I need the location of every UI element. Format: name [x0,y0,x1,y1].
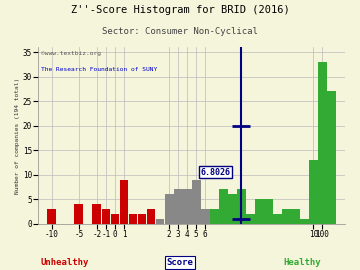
Bar [291,209,300,224]
Bar [93,204,101,224]
Bar [48,209,56,224]
Bar [237,189,246,224]
Bar [282,209,291,224]
Bar [138,214,147,224]
Bar [102,209,111,224]
Text: Score: Score [167,258,193,267]
Bar [273,214,282,224]
Text: Healthy: Healthy [284,258,321,267]
Bar [300,219,309,224]
Bar [201,209,210,224]
Bar [318,62,327,224]
Bar [219,189,228,224]
Text: The Research Foundation of SUNY: The Research Foundation of SUNY [41,67,158,72]
Bar [327,92,336,224]
Bar [255,199,264,224]
Bar [174,189,183,224]
Y-axis label: Number of companies (194 total): Number of companies (194 total) [15,77,20,194]
Bar [309,160,318,224]
Bar [120,180,129,224]
Bar [147,209,156,224]
Text: 6.8026: 6.8026 [201,168,230,177]
Text: Unhealthy: Unhealthy [41,258,89,267]
Bar [246,214,255,224]
Bar [192,180,201,224]
Bar [228,194,237,224]
Bar [183,189,192,224]
Bar [111,214,120,224]
Text: ©www.textbiz.org: ©www.textbiz.org [41,51,102,56]
Bar [129,214,138,224]
Text: Z''-Score Histogram for BRID (2016): Z''-Score Histogram for BRID (2016) [71,5,289,15]
Text: Sector: Consumer Non-Cyclical: Sector: Consumer Non-Cyclical [102,27,258,36]
Bar [156,219,165,224]
Bar [264,199,273,224]
Bar [165,194,174,224]
Bar [210,209,219,224]
Bar [75,204,83,224]
